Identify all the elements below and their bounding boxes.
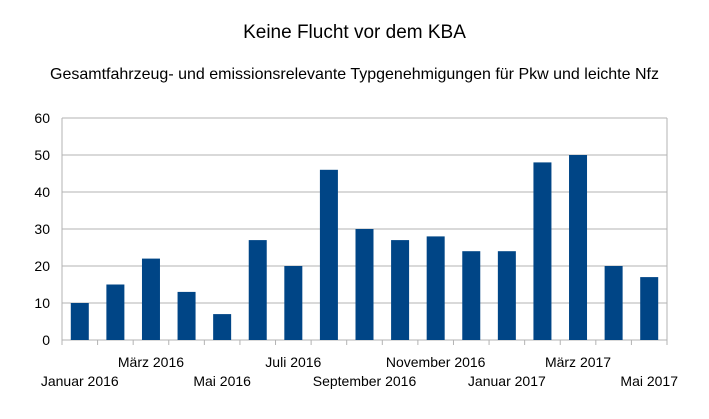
y-tick-label: 20 bbox=[34, 258, 50, 274]
bar bbox=[640, 277, 659, 340]
bar bbox=[177, 291, 196, 340]
bar bbox=[213, 314, 232, 340]
x-tick-label: September 2016 bbox=[313, 373, 417, 389]
x-tick-label: November 2016 bbox=[386, 354, 486, 370]
bar bbox=[106, 284, 125, 340]
bar bbox=[462, 251, 481, 340]
x-tick-label: Juli 2016 bbox=[265, 354, 321, 370]
chart-subtitle: Gesamtfahrzeug- und emissionsrelevante T… bbox=[50, 66, 659, 83]
chart-title: Keine Flucht vor dem KBA bbox=[243, 22, 466, 43]
y-tick-label: 30 bbox=[34, 221, 50, 237]
bar bbox=[426, 236, 445, 340]
bar bbox=[319, 169, 338, 340]
x-tick-label: Januar 2017 bbox=[468, 373, 546, 389]
bar bbox=[70, 303, 89, 340]
y-tick-label: 50 bbox=[34, 147, 50, 163]
bar bbox=[569, 155, 588, 340]
y-tick-label: 10 bbox=[34, 295, 50, 311]
y-tick-label: 40 bbox=[34, 184, 50, 200]
x-tick-label: März 2017 bbox=[545, 354, 611, 370]
x-tick-label: Mai 2016 bbox=[193, 373, 251, 389]
y-tick-label: 0 bbox=[42, 332, 50, 348]
bar bbox=[497, 251, 516, 340]
bar bbox=[391, 240, 410, 340]
bar bbox=[248, 240, 267, 340]
x-tick-label: Mai 2017 bbox=[620, 373, 678, 389]
bar bbox=[533, 162, 552, 340]
bar bbox=[141, 258, 160, 340]
bar bbox=[604, 266, 623, 340]
bar bbox=[284, 266, 303, 340]
x-tick-label: März 2016 bbox=[118, 354, 184, 370]
x-tick-label: Januar 2016 bbox=[41, 373, 119, 389]
y-tick-label: 60 bbox=[34, 110, 50, 126]
bar bbox=[355, 229, 374, 340]
